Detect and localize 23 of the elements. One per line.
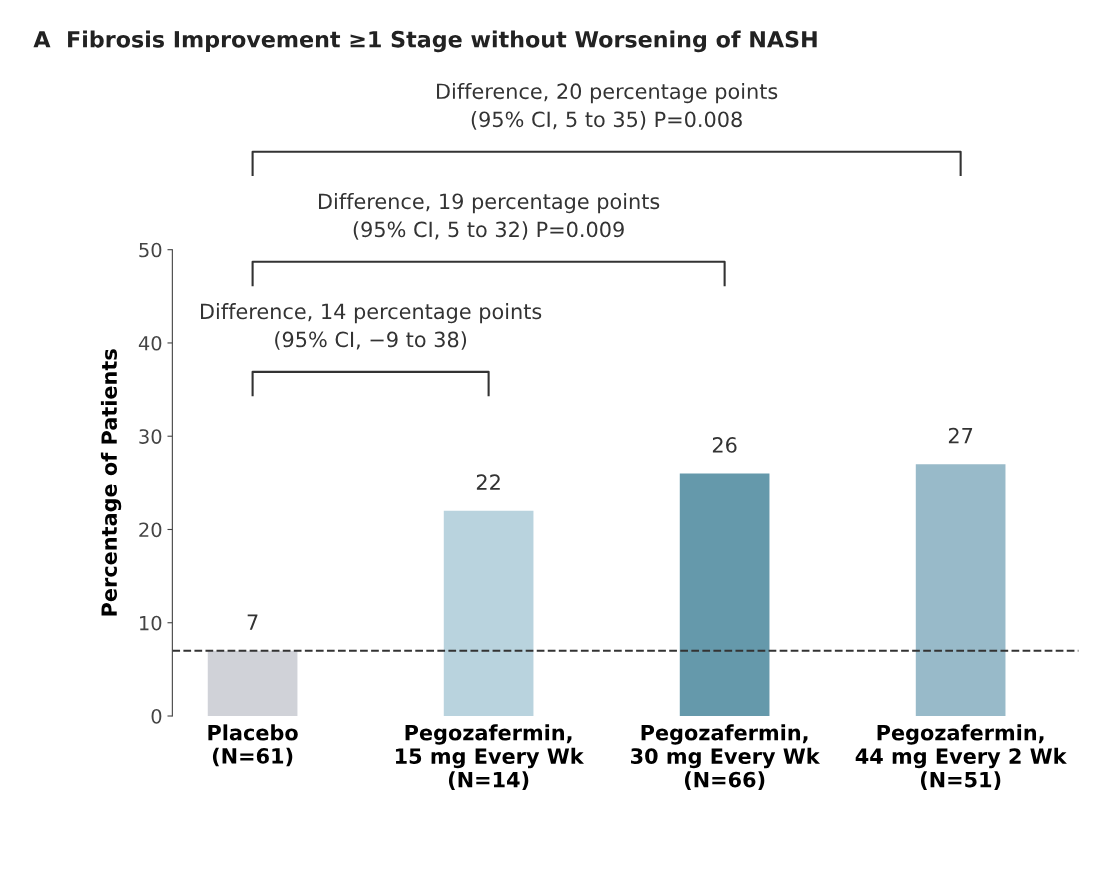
y-tick-label: 10 (140, 615, 162, 631)
y-tick-label: 50 (139, 242, 162, 258)
data-label: 7 (247, 614, 258, 630)
y-axis-title: Percentage of Patients (100, 349, 122, 616)
data-label: 22 (476, 474, 500, 490)
text: Difference, 19 percentage points (95% CI, 5 to 32) P=0.009 (319, 193, 660, 240)
y-tick-label: 0 (151, 708, 162, 724)
chart-title: A Fibrosis Improvement ≥1 Stage without Worsening of NASH (33, 30, 817, 53)
data-label: 27 (948, 427, 973, 444)
text: Difference, 20 percentage points (95% CI, 5 to 35) P=0.008 (437, 83, 778, 130)
data-label: 26 (712, 437, 737, 453)
y-tick-label: 40 (138, 335, 162, 351)
bar (443, 510, 534, 717)
y-tick-label: 30 (139, 429, 162, 444)
bar (679, 473, 770, 717)
x-tick-label: Pegozafermin, 44 mg Every 2 Wk (N=51) (855, 724, 1067, 790)
x-tick-label: Pegozafermin, 30 mg Every Wk (N=66) (631, 724, 821, 790)
bar (207, 650, 298, 717)
y-tick-label: 20 (139, 522, 162, 538)
annotation: Difference, 14 percentage points (95% CI, −9 to 38) (201, 303, 542, 350)
x-tick-label: Pegozafermin, 15 mg Every Wk (N=14) (395, 724, 585, 790)
x-tick-label: Placebo (N=61) (208, 724, 298, 767)
bar (915, 464, 1006, 717)
